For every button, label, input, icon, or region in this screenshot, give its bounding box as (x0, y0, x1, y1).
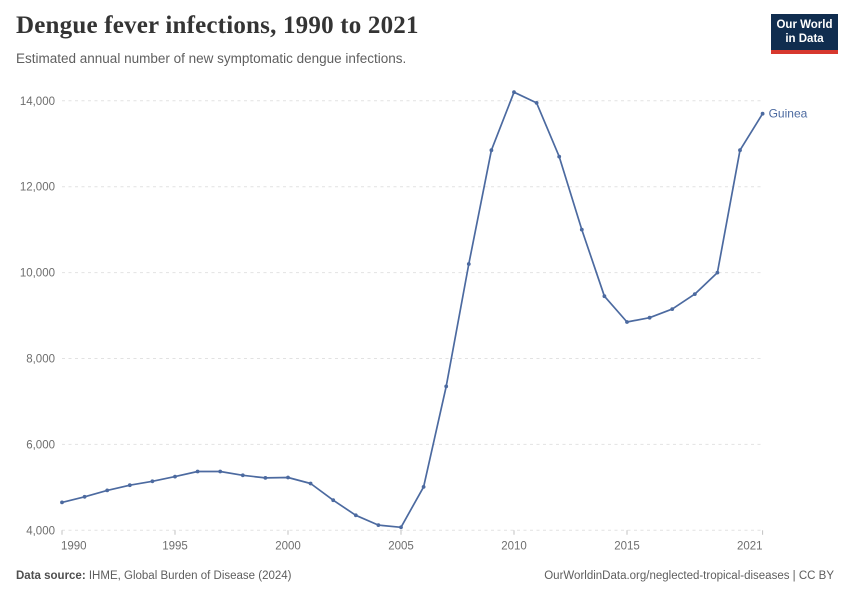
page-title: Dengue fever infections, 1990 to 2021 (16, 12, 419, 39)
data-point[interactable] (466, 262, 471, 266)
data-point[interactable] (647, 315, 652, 320)
data-point[interactable] (557, 154, 562, 159)
data-point[interactable] (60, 500, 64, 505)
data-point[interactable] (534, 101, 539, 105)
data-point[interactable] (738, 148, 742, 153)
data-point[interactable] (127, 483, 132, 488)
data-point[interactable] (602, 294, 607, 299)
data-point[interactable] (625, 320, 629, 324)
data-point[interactable] (512, 90, 516, 95)
data-point[interactable] (331, 498, 336, 503)
data-point[interactable] (308, 481, 313, 486)
logo-line1: Our World (776, 19, 833, 31)
x-axis-label: 2021 (737, 541, 763, 553)
data-point[interactable] (353, 513, 358, 518)
data-point[interactable] (579, 227, 584, 232)
y-axis-label: 4,000 (26, 525, 55, 537)
data-point[interactable] (760, 111, 765, 116)
data-point[interactable] (263, 476, 268, 480)
y-axis-label: 8,000 (26, 354, 55, 366)
chart-subtitle: Estimated annual number of new symptomat… (16, 51, 407, 66)
data-point[interactable] (376, 523, 381, 527)
data-point[interactable] (489, 148, 494, 153)
footer-link[interactable]: OurWorldinData.org/neglected-tropical-di… (544, 570, 834, 582)
data-point[interactable] (399, 525, 403, 530)
x-axis-label: 1990 (61, 541, 87, 553)
data-point[interactable] (670, 307, 675, 311)
data-point[interactable] (692, 292, 697, 296)
y-axis-label: 10,000 (20, 268, 55, 280)
x-axis-label: 2010 (501, 541, 527, 553)
series-line[interactable] (61, 91, 764, 529)
data-point[interactable] (195, 469, 200, 474)
logo-line2: in Data (785, 32, 824, 45)
data-point[interactable] (218, 469, 223, 474)
data-point[interactable] (286, 475, 290, 480)
data-point[interactable] (105, 488, 110, 493)
x-axis-label: 2000 (275, 541, 301, 553)
series-label[interactable]: Guinea (769, 107, 808, 121)
x-axis-label: 1995 (162, 541, 188, 553)
data-point[interactable] (173, 474, 177, 479)
data-source-value: IHME, Global Burden of Disease (2024) (85, 570, 292, 582)
data-point[interactable] (150, 479, 155, 484)
data-source: Data source: IHME, Global Burden of Dise… (16, 570, 292, 582)
owid-logo[interactable]: Our World in Data (771, 14, 838, 54)
data-point[interactable] (715, 270, 720, 275)
data-point[interactable] (82, 494, 87, 499)
x-axis-label: 2015 (614, 541, 640, 553)
y-axis-label: 6,000 (26, 439, 55, 451)
x-axis-label: 2005 (388, 541, 414, 553)
data-point[interactable] (444, 384, 449, 389)
data-source-label: Data source: (16, 570, 86, 582)
data-point[interactable] (240, 473, 245, 478)
y-axis-label: 14,000 (20, 96, 55, 108)
y-axis-label: 12,000 (20, 182, 55, 194)
data-point[interactable] (421, 485, 426, 489)
